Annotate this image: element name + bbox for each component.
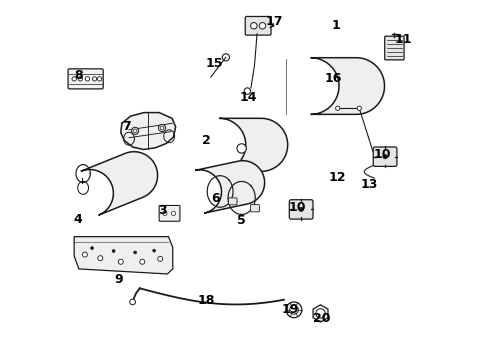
Circle shape	[171, 211, 175, 216]
Polygon shape	[310, 58, 384, 114]
Text: 15: 15	[205, 57, 223, 70]
Polygon shape	[312, 305, 327, 322]
Polygon shape	[121, 113, 175, 149]
Circle shape	[131, 127, 139, 134]
Text: 6: 6	[210, 192, 219, 205]
Text: 13: 13	[360, 178, 377, 191]
Circle shape	[222, 54, 229, 61]
Circle shape	[158, 256, 163, 261]
Polygon shape	[219, 118, 287, 171]
Text: 14: 14	[240, 91, 257, 104]
Circle shape	[118, 259, 123, 264]
Circle shape	[237, 144, 246, 153]
Circle shape	[92, 77, 97, 81]
Circle shape	[90, 247, 93, 249]
Circle shape	[133, 251, 136, 254]
Circle shape	[259, 23, 265, 29]
Text: 20: 20	[312, 311, 330, 325]
Polygon shape	[195, 161, 264, 213]
Text: 5: 5	[237, 214, 245, 227]
Text: 10: 10	[288, 202, 305, 215]
Circle shape	[289, 306, 298, 314]
Text: 10: 10	[372, 148, 390, 161]
Circle shape	[335, 106, 339, 111]
FancyBboxPatch shape	[68, 69, 103, 89]
FancyBboxPatch shape	[244, 17, 270, 35]
FancyBboxPatch shape	[159, 206, 180, 221]
Text: 11: 11	[393, 33, 411, 46]
Circle shape	[78, 77, 82, 81]
Text: 4: 4	[73, 213, 82, 226]
FancyBboxPatch shape	[372, 147, 396, 166]
Text: 2: 2	[202, 134, 211, 147]
Text: 8: 8	[74, 69, 82, 82]
Circle shape	[133, 129, 137, 133]
Text: 9: 9	[115, 273, 123, 286]
Circle shape	[98, 256, 102, 261]
Circle shape	[163, 211, 167, 216]
Circle shape	[97, 77, 102, 81]
Text: 17: 17	[264, 15, 282, 28]
Circle shape	[315, 309, 325, 318]
Text: 12: 12	[327, 171, 345, 184]
Circle shape	[152, 249, 155, 252]
Circle shape	[160, 126, 163, 130]
Text: 16: 16	[324, 72, 342, 85]
Text: 18: 18	[197, 294, 214, 307]
Polygon shape	[81, 152, 157, 215]
Circle shape	[85, 77, 89, 81]
Circle shape	[298, 207, 303, 212]
FancyBboxPatch shape	[250, 204, 259, 212]
Polygon shape	[74, 237, 172, 274]
Circle shape	[382, 154, 386, 159]
Circle shape	[158, 125, 165, 132]
Circle shape	[285, 302, 301, 318]
Circle shape	[244, 88, 250, 94]
Text: 7: 7	[122, 121, 131, 134]
Circle shape	[356, 106, 361, 111]
Circle shape	[250, 23, 257, 29]
Circle shape	[112, 249, 115, 252]
FancyBboxPatch shape	[228, 198, 237, 205]
Text: 1: 1	[331, 19, 340, 32]
Text: 19: 19	[281, 303, 299, 316]
Circle shape	[129, 299, 135, 305]
Circle shape	[140, 259, 144, 264]
Text: 3: 3	[158, 204, 166, 217]
FancyBboxPatch shape	[384, 36, 403, 60]
Circle shape	[82, 252, 87, 257]
Circle shape	[72, 77, 76, 81]
FancyBboxPatch shape	[289, 200, 312, 219]
